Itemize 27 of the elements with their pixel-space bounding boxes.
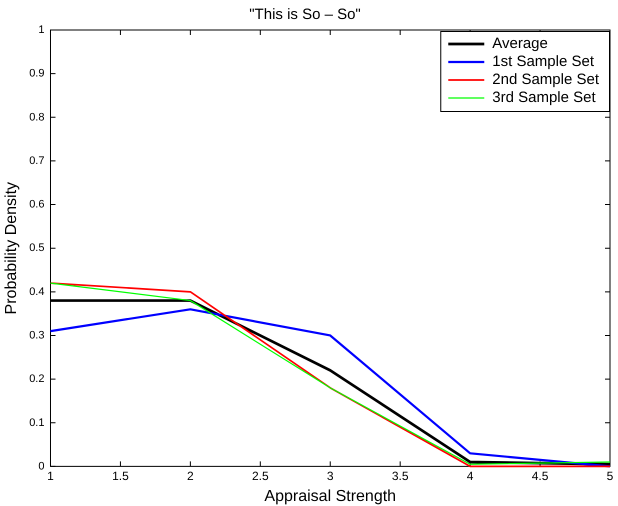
- x-tick-label: 1.5: [112, 468, 130, 483]
- x-tick-label: 3.5: [392, 468, 409, 483]
- legend-label: 3rd Sample Set: [492, 89, 596, 106]
- y-tick-label: 0.3: [29, 330, 44, 342]
- y-tick-label: 0.6: [29, 198, 44, 211]
- x-tick-label: 1: [47, 468, 54, 483]
- x-tick-label: 4: [466, 468, 474, 483]
- legend-label: 1st Sample Set: [492, 53, 595, 70]
- x-tick-label: 3: [326, 468, 334, 483]
- x-tick-label: 2: [187, 468, 194, 483]
- y-axis-title: Probability Density: [3, 182, 20, 314]
- x-tick-label: 4.5: [532, 468, 549, 483]
- legend-label: Average: [492, 35, 548, 52]
- y-tick-label: 1: [38, 24, 44, 36]
- y-tick-label: 0.4: [29, 286, 44, 298]
- y-tick-label: 0.1: [29, 416, 44, 429]
- y-tick-label: 0.9: [29, 68, 44, 80]
- y-tick-label: 0.8: [29, 111, 44, 124]
- x-axis-title: Appraisal Strength: [264, 488, 396, 505]
- y-tick-label: 0.5: [29, 242, 44, 254]
- y-tick-label: 0.7: [29, 154, 44, 167]
- x-tick-label: 2.5: [252, 468, 269, 483]
- x-tick-label: 5: [606, 468, 614, 483]
- y-tick-label: 0.2: [29, 373, 44, 386]
- legend-label: 2nd Sample Set: [492, 71, 600, 88]
- chart-title: "This is So – So": [249, 6, 361, 24]
- y-tick-label: 0: [38, 460, 44, 472]
